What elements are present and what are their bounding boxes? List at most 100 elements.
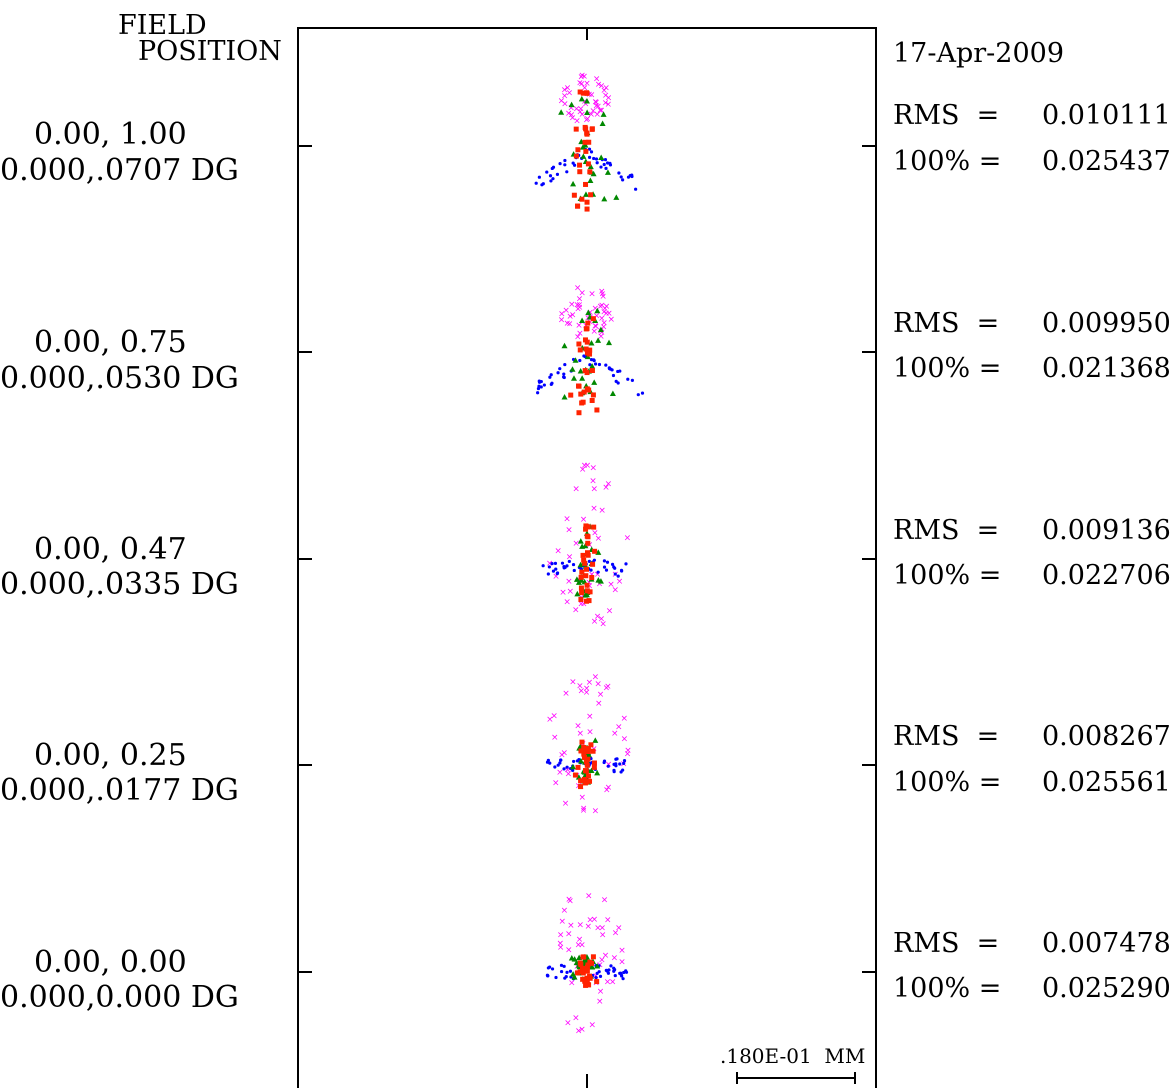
spot-blue bbox=[620, 974, 624, 978]
spot-red bbox=[585, 161, 591, 167]
spot-magenta: × bbox=[611, 729, 619, 739]
spot-magenta: × bbox=[577, 920, 585, 930]
spot-magenta: × bbox=[577, 104, 585, 114]
spot-blue bbox=[602, 565, 607, 569]
spot-red bbox=[591, 760, 597, 766]
spot-red bbox=[575, 764, 581, 770]
spot-blue bbox=[589, 357, 594, 362]
spot-blue bbox=[593, 362, 598, 366]
spot-red bbox=[589, 397, 595, 403]
spot-blue bbox=[618, 762, 622, 766]
p100-value-2: 0.021368 bbox=[1042, 353, 1171, 384]
spot-blue bbox=[592, 156, 596, 161]
spot-green bbox=[570, 180, 577, 187]
rms-label-1: RMS = bbox=[893, 100, 999, 131]
spot-green bbox=[583, 98, 590, 104]
spot-magenta: × bbox=[569, 311, 577, 321]
spot-green bbox=[577, 538, 584, 544]
spot-blue bbox=[622, 761, 626, 766]
spot-magenta: × bbox=[550, 711, 558, 721]
spot-blue bbox=[551, 165, 556, 169]
spot-magenta: × bbox=[591, 617, 599, 627]
spot-red bbox=[579, 196, 585, 202]
spot-red bbox=[583, 523, 589, 529]
spot-blue bbox=[605, 161, 610, 165]
date-label: 17-Apr-2009 bbox=[893, 38, 1064, 69]
spot-cluster-2: ×××××× ×××× ×××××××××××××××××××××××××××× ××… bbox=[536, 284, 645, 416]
spot-red bbox=[578, 596, 584, 602]
spot-blue bbox=[551, 569, 556, 573]
spot-blue bbox=[619, 175, 623, 179]
field-label-1: 0.00, 1.00 bbox=[34, 117, 187, 152]
spot-red bbox=[584, 130, 590, 136]
spot-red bbox=[583, 126, 589, 132]
spot-green bbox=[571, 956, 578, 962]
spot-green bbox=[587, 177, 594, 184]
spot-blue bbox=[568, 969, 573, 973]
spot-magenta: × bbox=[578, 80, 586, 90]
spot-magenta: × bbox=[572, 606, 580, 616]
spot-magenta: × bbox=[605, 309, 613, 319]
spot-magenta: × bbox=[566, 319, 574, 329]
spot-blue bbox=[607, 367, 612, 371]
spot-cluster-4: ××××××××××××××××××××××××××××××××××××××××… bbox=[545, 672, 632, 817]
spot-magenta: × bbox=[598, 301, 606, 311]
spot-magenta: × bbox=[603, 309, 611, 319]
spot-magenta: × bbox=[588, 290, 596, 300]
spot-magenta: × bbox=[591, 529, 599, 539]
spot-magenta: × bbox=[618, 957, 626, 967]
header-position: POSITION bbox=[138, 36, 282, 67]
spot-green bbox=[594, 307, 601, 314]
spot-magenta: × bbox=[556, 939, 564, 949]
spot-blue bbox=[618, 971, 622, 975]
spot-blue bbox=[616, 574, 620, 578]
spot-blue bbox=[624, 562, 628, 566]
spot-magenta: × bbox=[586, 678, 594, 688]
spot-green bbox=[569, 366, 576, 372]
spot-blue bbox=[537, 175, 541, 179]
spot-magenta: × bbox=[599, 923, 607, 933]
spot-magenta: × bbox=[612, 929, 620, 939]
spot-blue bbox=[562, 964, 566, 968]
spot-magenta: × bbox=[592, 98, 600, 108]
spot-blue bbox=[571, 768, 575, 772]
spot-green bbox=[595, 337, 602, 343]
field-angle-2: 0.000,.0530 DG bbox=[0, 361, 239, 396]
spot-magenta: × bbox=[594, 102, 602, 112]
spot-red bbox=[576, 341, 582, 347]
spot-magenta: × bbox=[593, 75, 601, 85]
spot-magenta: × bbox=[587, 110, 595, 120]
spot-red bbox=[581, 557, 587, 563]
spot-magenta: × bbox=[578, 71, 586, 81]
spot-magenta: × bbox=[621, 714, 629, 724]
spot-magenta: × bbox=[576, 108, 584, 118]
spot-magenta: × bbox=[602, 483, 610, 493]
spot-magenta: × bbox=[573, 117, 581, 127]
spot-magenta: × bbox=[597, 987, 605, 997]
spot-magenta: × bbox=[598, 955, 606, 965]
spot-magenta: × bbox=[586, 727, 594, 737]
spot-magenta: × bbox=[592, 807, 600, 817]
spot-magenta: × bbox=[598, 615, 606, 625]
field-row-4: 0.00, 0.25 0.000,.0177 DG RMS = 0.008267… bbox=[0, 672, 1171, 816]
spot-magenta: × bbox=[580, 804, 588, 814]
spot-magenta: × bbox=[583, 116, 591, 126]
spot-magenta: × bbox=[598, 314, 606, 324]
spot-red bbox=[587, 778, 593, 784]
spot-magenta: × bbox=[598, 106, 606, 116]
spot-red bbox=[586, 139, 592, 145]
spot-magenta: × bbox=[605, 93, 613, 103]
spot-magenta: × bbox=[573, 300, 581, 310]
spot-blue bbox=[562, 566, 566, 570]
spot-red bbox=[590, 954, 596, 960]
spot-green bbox=[599, 120, 606, 126]
spot-red bbox=[578, 391, 584, 397]
spot-green bbox=[571, 974, 578, 980]
rms-label-3: RMS = bbox=[893, 515, 999, 546]
spot-magenta: × bbox=[594, 110, 602, 120]
spot-red bbox=[580, 399, 586, 405]
spot-blue bbox=[594, 157, 599, 161]
rms-value-3: 0.009136 bbox=[1042, 515, 1171, 546]
spot-magenta: × bbox=[590, 504, 598, 514]
spot-magenta: × bbox=[591, 915, 599, 925]
